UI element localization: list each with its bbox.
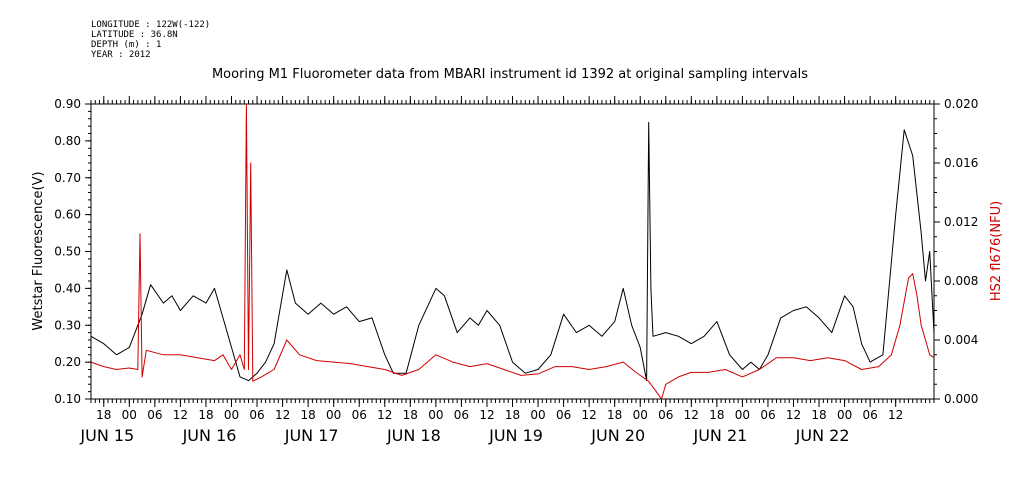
x-hour-tick-label: 06 <box>862 408 877 422</box>
plot-frame <box>90 103 935 400</box>
x-hour-tick-label: 00 <box>428 408 443 422</box>
x-hour-tick-label: 18 <box>607 408 622 422</box>
x-hour-tick-label: 12 <box>786 408 801 422</box>
y-left-tick-label: 0.30 <box>54 318 81 332</box>
x-hour-tick-label: 12 <box>479 408 494 422</box>
y-left-tick-label: 0.40 <box>54 281 81 295</box>
y-left-tick-label: 0.90 <box>54 97 81 111</box>
y-right-tick-label: 0.000 <box>944 392 978 406</box>
hs2-series-line <box>90 103 935 400</box>
y-right-tick-label: 0.008 <box>944 274 978 288</box>
y-right-tick-label: 0.004 <box>944 333 978 347</box>
x-hour-tick-label: 12 <box>684 408 699 422</box>
y-right-tick-label: 0.020 <box>944 97 978 111</box>
x-hour-tick-label: 00 <box>326 408 341 422</box>
chart-title: Mooring M1 Fluorometer data from MBARI i… <box>211 67 809 82</box>
depth-text: DEPTH (m) : 1 <box>91 40 162 50</box>
y-left-tick-label: 0.60 <box>54 208 81 222</box>
x-hour-tick-label: 00 <box>735 408 750 422</box>
y-left-tick-label: 0.50 <box>54 245 81 259</box>
longitude-text: LONGITUDE : 122W(-122) <box>91 20 211 30</box>
y-left-tick-label: 0.20 <box>54 355 81 369</box>
x-date-label: JUN 15 <box>79 426 134 445</box>
x-hour-tick-label: 06 <box>556 408 571 422</box>
x-date-label: JUN 19 <box>488 426 543 445</box>
x-hour-tick-label: 18 <box>505 408 520 422</box>
metadata-block: LONGITUDE : 122W(-122) LATITUDE : 36.8N … <box>91 20 210 60</box>
x-date-label: JUN 22 <box>795 426 850 445</box>
x-hour-tick-label: 00 <box>530 408 545 422</box>
x-date-label: JUN 16 <box>182 426 237 445</box>
x-hour-tick-label: 18 <box>300 408 315 422</box>
x-hour-tick-label: 06 <box>658 408 673 422</box>
x-date-label: JUN 17 <box>284 426 339 445</box>
x-hour-tick-label: 00 <box>122 408 137 422</box>
x-date-label: JUN 20 <box>590 426 645 445</box>
y-left-tick-label: 0.10 <box>54 392 81 406</box>
x-hour-tick-label: 00 <box>224 408 239 422</box>
x-hour-tick-label: 00 <box>837 408 852 422</box>
x-hour-tick-label: 06 <box>760 408 775 422</box>
axis-ticks: 18 00 06 12 18 00 06 12 18 00 06 12 18 00 06 12 18 00 06 12… <box>54 96 978 445</box>
x-hour-tick-label: 06 <box>249 408 264 422</box>
year-text: YEAR : 2012 <box>91 50 151 60</box>
y-axis-left-label: Wetstar Fluorescence(V) <box>31 171 46 330</box>
x-hour-tick-label: 12 <box>173 408 188 422</box>
x-hour-tick-label: 18 <box>96 408 111 422</box>
x-hour-tick-label: 18 <box>403 408 418 422</box>
x-hour-tick-label: 12 <box>581 408 596 422</box>
x-hour-tick-label: 12 <box>888 408 903 422</box>
x-hour-tick-label: 12 <box>275 408 290 422</box>
x-hour-tick-label: 00 <box>633 408 648 422</box>
wetstar-series-line <box>90 121 935 382</box>
x-hour-tick-label: 12 <box>377 408 392 422</box>
x-hour-tick-label: 06 <box>147 408 162 422</box>
y-right-tick-label: 0.012 <box>944 215 978 229</box>
x-hour-tick-label: 06 <box>352 408 367 422</box>
y-axis-right-label: HS2 fl676(NFU) <box>989 201 1004 301</box>
x-hour-tick-label: 18 <box>811 408 826 422</box>
x-hour-tick-label: 18 <box>198 408 213 422</box>
y-left-tick-label: 0.70 <box>54 171 81 185</box>
x-hour-tick-label: 06 <box>454 408 469 422</box>
y-left-tick-label: 0.80 <box>54 134 81 148</box>
x-date-label: JUN 21 <box>692 426 747 445</box>
latitude-text: LATITUDE : 36.8N <box>91 30 178 40</box>
series-group <box>90 103 935 400</box>
x-hour-tick-label: 18 <box>709 408 724 422</box>
x-date-label: JUN 18 <box>386 426 441 445</box>
y-right-tick-label: 0.016 <box>944 156 978 170</box>
